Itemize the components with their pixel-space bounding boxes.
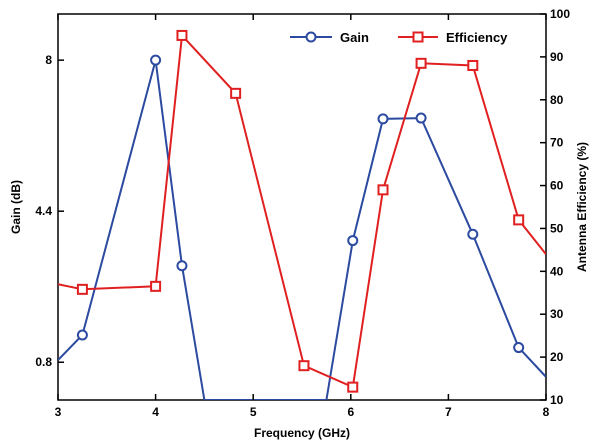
y-left-axis-title: Gain (dB) (9, 180, 23, 234)
efficiency-point (150, 280, 162, 292)
y-right-tick-label: 30 (550, 307, 564, 321)
x-tick-label: 7 (445, 405, 452, 419)
gain-point (347, 235, 359, 247)
y-left-tick-label: 4.4 (35, 204, 52, 218)
efficiency-point (76, 283, 88, 295)
y-right-tick-label: 50 (550, 221, 564, 235)
gain-point (76, 329, 88, 341)
y-right-tick-label: 100 (550, 7, 570, 21)
legend-efficiency-marker (412, 31, 424, 43)
legend-gain-label: Gain (340, 30, 369, 45)
series-line-gain (58, 59, 546, 400)
y-right-tick-label: 70 (550, 136, 564, 150)
y-right-tick-label: 90 (550, 50, 564, 64)
gain-point (467, 228, 479, 240)
x-tick-label: 5 (250, 405, 257, 419)
y-left-tick-label: 0.8 (35, 355, 52, 369)
efficiency-point (377, 184, 389, 196)
legend-efficiency-label: Efficiency (446, 30, 508, 45)
series-line-efficiency (58, 33, 546, 389)
efficiency-point (415, 57, 427, 69)
gain-point (176, 260, 188, 272)
x-axis-title: Frequency (GHz) (254, 426, 350, 440)
x-tick-label: 4 (152, 405, 159, 419)
gain-point (150, 54, 162, 66)
x-tick-label: 6 (347, 405, 354, 419)
legend: Gain Efficiency (290, 30, 508, 45)
plot-frame (57, 13, 547, 401)
efficiency-point (513, 214, 525, 226)
series-lines (58, 33, 546, 400)
y-right-tick-label: 10 (550, 393, 564, 407)
x-tick-label: 3 (55, 405, 62, 419)
x-tick-label: 8 (543, 405, 550, 419)
y-right-tick-label: 60 (550, 179, 564, 193)
efficiency-point (298, 360, 310, 372)
gain-point (513, 342, 525, 354)
y-right-axis-title: Antenna Efficiency (%) (575, 142, 589, 272)
series-markers (76, 29, 525, 393)
y-right-tick-label: 80 (550, 93, 564, 107)
efficiency-point (347, 381, 359, 393)
legend-gain-marker (305, 31, 317, 43)
y-left-tick-label: 8 (45, 53, 52, 67)
efficiency-point (176, 29, 188, 41)
y-right-tick-label: 20 (550, 350, 564, 364)
gain-point (377, 113, 389, 125)
efficiency-point (230, 87, 242, 99)
gain-point (415, 112, 427, 124)
y-right-tick-label: 40 (550, 264, 564, 278)
efficiency-point (467, 59, 479, 71)
